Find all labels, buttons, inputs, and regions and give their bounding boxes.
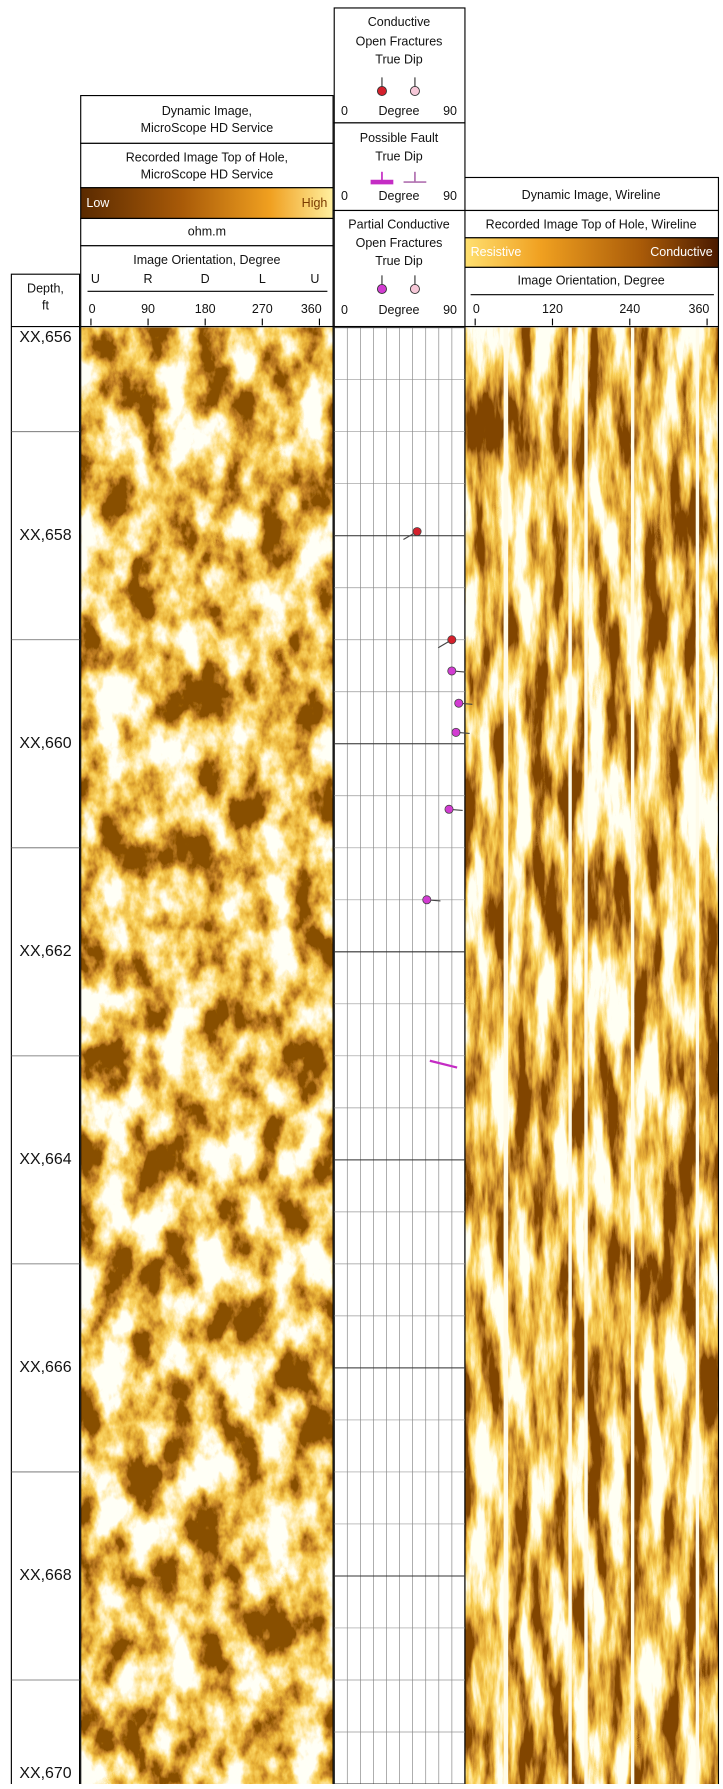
colorbar-label: Conductive [650,245,713,259]
track-subtitle: Recorded Image Top of Hole, [126,150,288,164]
colorbar [80,187,334,220]
depth-label: XX,664 [19,1151,71,1168]
x-axis-label: Degree [379,104,420,118]
colorbar-label: Low [86,196,110,210]
x-tick-label: 120 [542,302,563,316]
legend-label: Open Fractures [356,236,443,250]
tadpole [412,527,422,537]
x-tick-label: 270 [252,302,273,316]
legend-box [333,7,466,124]
depth-header: Depth, [27,281,64,295]
orientation-label: U [310,272,319,286]
x-tick-label: 0 [341,104,348,118]
tadpole [447,635,457,645]
x-tick-label: 360 [301,302,322,316]
legend-label: True Dip [375,254,422,268]
x-axis-label: Degree [379,189,420,203]
depth-label: XX,658 [19,527,71,544]
x-tick-label: 0 [473,302,480,316]
x-tick-label: 90 [141,302,155,316]
orientation-label: R [144,272,153,286]
axis-label: Image Orientation, Degree [133,253,280,267]
legend-label: Possible Fault [360,131,439,145]
header-box [464,266,720,328]
legend-label: Conductive [368,15,431,29]
tadpole [451,727,461,737]
x-tick-label: 90 [443,189,457,203]
axis-label: Image Orientation, Degree [518,273,665,287]
x-tick-label: 90 [443,303,457,317]
depth-label: XX,670 [19,1765,71,1782]
depth-header: ft [42,298,49,312]
colorbar-label: High [302,196,328,210]
tadpole [454,698,464,708]
header-box [464,176,720,212]
pad-gaps [503,327,700,1784]
x-tick-label: 90 [443,104,457,118]
orientation-label: L [259,272,266,286]
track-title: MicroScope HD Service [141,121,274,135]
depth-label: XX,668 [19,1567,71,1584]
orientation-label: D [201,272,210,286]
header-box [80,245,334,328]
legend-label: Open Fractures [356,34,443,48]
tadpole [422,895,432,905]
legend-box [333,209,466,328]
legend-label: True Dip [375,149,422,163]
x-tick-label: 0 [341,303,348,317]
header-box [464,209,720,239]
x-tick-label: 240 [619,302,640,316]
tadpole [444,804,454,814]
depth-track [10,273,81,1788]
track-subtitle: Recorded Image Top of Hole, Wireline [486,218,697,232]
tadpole [447,666,457,676]
x-tick-label: 360 [689,302,710,316]
unit: ohm.m [188,224,226,238]
legend-label: Partial Conductive [348,218,449,232]
wireline-image [464,327,719,1784]
orientation-label: U [91,272,100,286]
x-tick-label: 0 [341,189,348,203]
legend-symbol [409,86,420,97]
fault-dip [429,1059,458,1069]
depth-label: XX,656 [19,329,71,346]
track-title: Dynamic Image, [162,104,252,118]
depth-label: XX,662 [19,943,71,960]
microscope-image [80,327,334,1784]
x-tick-label: 0 [89,302,96,316]
track-title: Dynamic Image, Wireline [522,188,661,202]
legend-symbol [409,283,420,294]
depth-label: XX,666 [19,1359,71,1376]
legend-symbol [376,86,387,97]
x-tick-label: 180 [195,302,216,316]
header-box [80,95,334,144]
legend-symbol [376,283,387,294]
legend-label: True Dip [375,53,422,67]
x-axis-label: Degree [379,303,420,317]
colorbar-label: Resistive [471,245,522,259]
track-subtitle: MicroScope HD Service [141,168,274,182]
depth-label: XX,660 [19,735,71,752]
